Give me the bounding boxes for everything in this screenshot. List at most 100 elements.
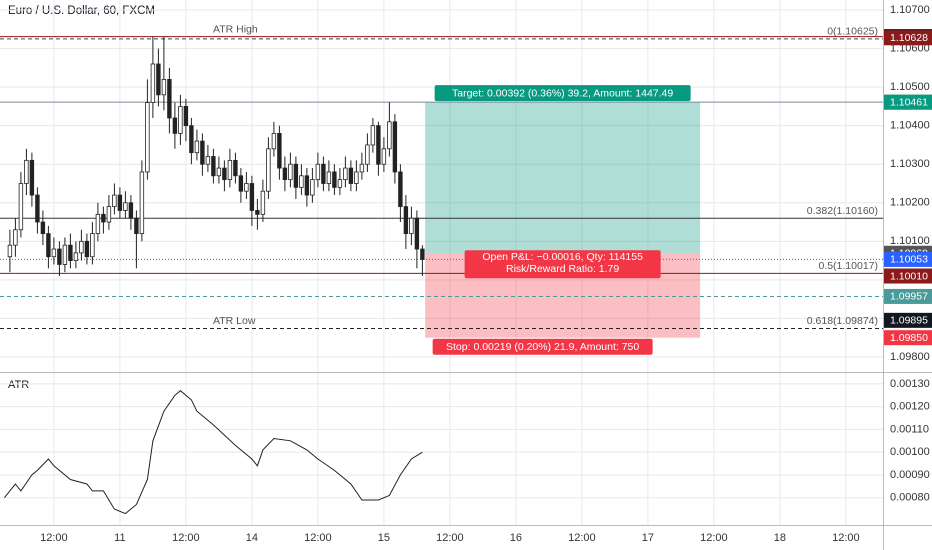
candle-body — [409, 217, 414, 235]
candle-body — [84, 240, 90, 258]
price-marker-label: 1.10053 — [890, 254, 928, 266]
candle-body — [18, 183, 24, 231]
pnl-box — [464, 250, 661, 279]
candle-body — [189, 125, 194, 154]
candle-body — [172, 117, 178, 134]
y-tick-label: 0.00120 — [890, 401, 930, 413]
annotation: 0.618(1.09874) — [807, 315, 878, 327]
candle-body — [299, 175, 304, 188]
candle-body — [150, 63, 156, 103]
y-tick-label: 1.10100 — [890, 235, 930, 247]
candle-body — [194, 140, 200, 154]
candle-body — [288, 163, 293, 181]
candle-body — [161, 79, 167, 96]
candle-body — [332, 171, 337, 188]
annotation: 0.382(1.10160) — [807, 205, 878, 217]
candle-body — [403, 206, 409, 235]
x-tick-label: 12:00 — [700, 532, 728, 544]
candle-body — [7, 244, 13, 258]
candle-body — [238, 175, 244, 192]
candle-body — [62, 244, 68, 265]
candle-body — [73, 252, 79, 261]
candle-body — [156, 63, 161, 96]
price-marker-label: 1.10461 — [890, 96, 928, 108]
candle-body — [414, 217, 420, 250]
candle-body — [398, 171, 403, 208]
candle-body — [277, 132, 282, 169]
indicator-title: ATR — [8, 379, 29, 391]
price-marker-label: 1.09895 — [890, 315, 928, 327]
x-tick-label: 18 — [774, 532, 786, 544]
candle-body — [304, 175, 310, 196]
target-label: Target: 0.00392 (0.36%) 39.2, Amount: 14… — [452, 87, 673, 99]
candle-body — [112, 194, 117, 208]
price-marker — [884, 330, 932, 346]
y-tick-label: 0.00130 — [890, 378, 930, 390]
annotation: 0(1.10625) — [827, 26, 878, 38]
stop-label: Stop: 0.00219 (0.20%) 21.9, Amount: 750 — [446, 341, 639, 353]
candle-body — [95, 213, 101, 235]
candle-body — [183, 105, 189, 127]
candle-body — [200, 140, 205, 165]
candle-body — [244, 183, 249, 192]
price-marker-label: 1.10010 — [890, 270, 928, 282]
candle-body — [29, 159, 35, 196]
chart-title: Euro / U.S. Dollar, 60, FXCM — [8, 5, 155, 17]
annotation: ATR Low — [213, 315, 256, 327]
x-tick-label: 11 — [114, 532, 125, 544]
annotation: ATR High — [213, 23, 258, 35]
x-tick-label: 15 — [378, 532, 390, 544]
pnl-label: Open P&L: −0.00016, Qty: 114155 — [482, 251, 643, 263]
candle-body — [128, 202, 134, 219]
y-tick-label: 1.10400 — [890, 120, 930, 132]
candle-body — [227, 159, 233, 181]
y-tick-label: 1.10500 — [890, 81, 930, 93]
atr-line — [4, 390, 423, 515]
candle-body — [376, 125, 381, 165]
candle-body — [40, 221, 46, 235]
candle-body — [315, 163, 321, 181]
annotation: 0.5(1.10017) — [818, 260, 878, 272]
candle-body — [343, 167, 348, 181]
candle-body — [90, 233, 95, 258]
stop-label-box — [432, 338, 653, 355]
candle-body — [381, 148, 387, 165]
price-marker — [884, 312, 932, 328]
candle-body — [255, 210, 260, 215]
y-tick-label: 0.00100 — [890, 446, 930, 458]
candle-body — [266, 148, 271, 192]
y-tick-label: 1.10600 — [890, 42, 930, 54]
candle-body — [205, 156, 211, 165]
candle-body — [326, 171, 332, 184]
candle-body — [260, 190, 266, 215]
candle-body — [24, 159, 29, 184]
candle-body — [420, 248, 425, 260]
y-tick-label: 0.00090 — [890, 469, 930, 481]
candle-body — [167, 79, 172, 119]
y-tick-label: 1.10300 — [890, 158, 930, 170]
rr-label: Risk/Reward Ratio: 1.79 — [506, 263, 619, 275]
y-tick-label: 1.09800 — [890, 351, 930, 363]
candle-body — [106, 206, 112, 223]
y-tick-label: 0.00080 — [890, 492, 930, 504]
x-tick-label: 12:00 — [832, 532, 860, 544]
candle-body — [365, 144, 370, 165]
candle-body — [134, 217, 139, 235]
candle-body — [354, 171, 359, 184]
price-marker-label: 1.09957 — [890, 291, 928, 303]
price-marker — [884, 30, 932, 46]
candle-body — [68, 244, 73, 261]
candle-body — [216, 167, 222, 177]
candle-body — [139, 171, 145, 235]
candle-body — [145, 102, 150, 173]
candle-body — [57, 248, 62, 265]
candle-body — [359, 163, 365, 173]
x-tick-label: 14 — [246, 532, 258, 544]
candle-body — [211, 156, 216, 177]
x-tick-label: 12:00 — [568, 532, 596, 544]
x-tick-label: 12:00 — [40, 532, 68, 544]
y-tick-label: 1.10200 — [890, 197, 930, 209]
target-label-box — [434, 85, 691, 102]
